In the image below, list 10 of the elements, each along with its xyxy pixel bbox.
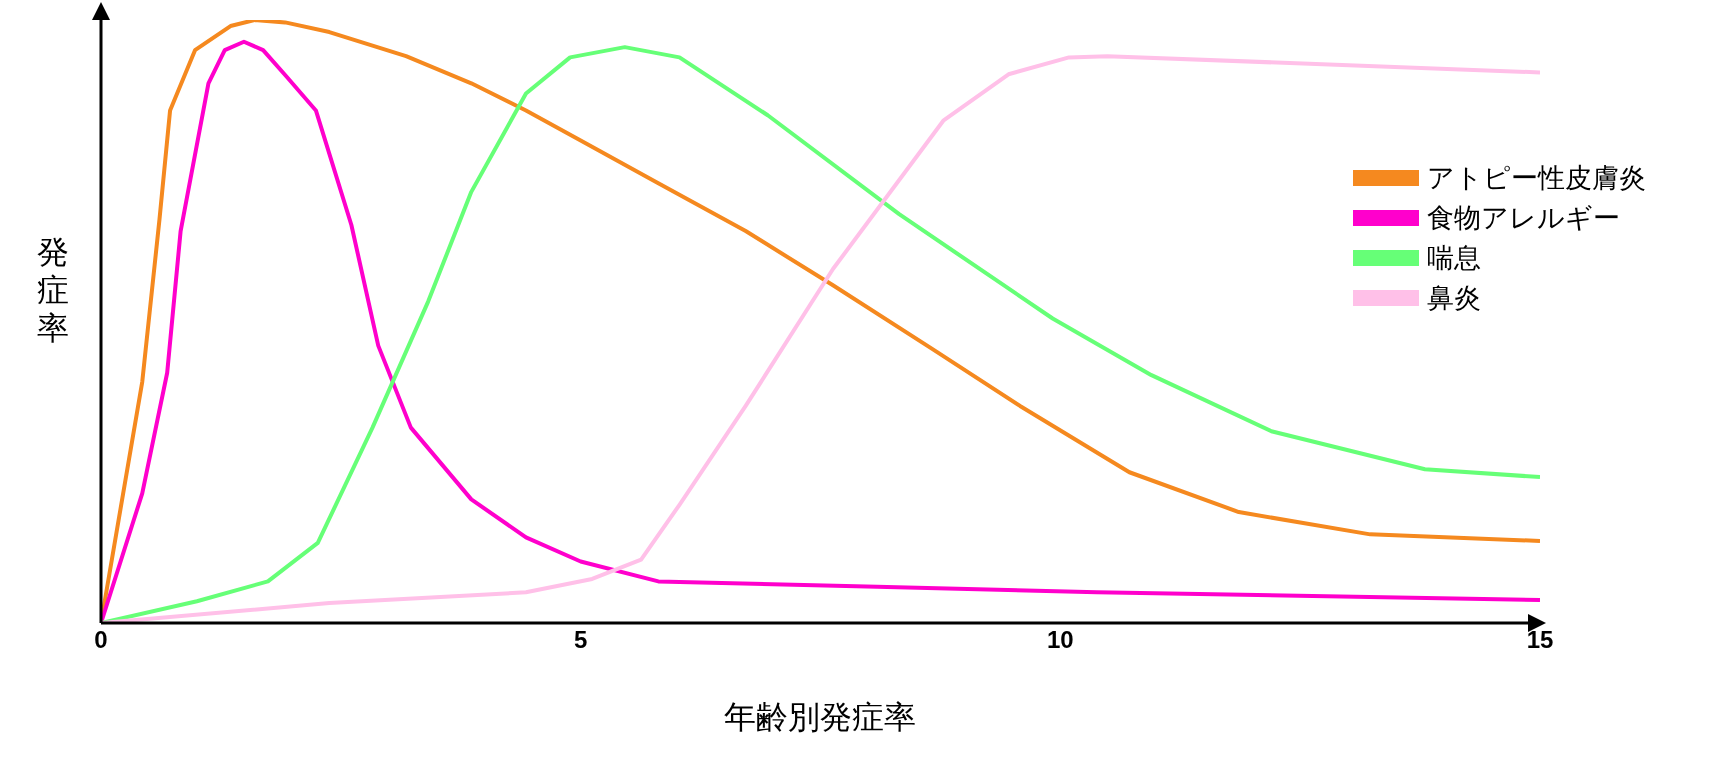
y-axis-title: 発症率 — [36, 233, 70, 347]
legend-label: アトピー性皮膚炎 — [1427, 162, 1646, 195]
legend-label: 喘息 — [1427, 242, 1481, 275]
x-axis-title: 年齢別発症率 — [723, 698, 917, 737]
legend-label: 鼻炎 — [1427, 282, 1481, 315]
legend-label: 食物アレルギー — [1427, 202, 1620, 235]
x-tick-label: 15 — [1526, 626, 1554, 654]
x-tick-label: 5 — [573, 626, 588, 654]
x-tick-label: 10 — [1046, 626, 1074, 654]
x-tick-label: 0 — [94, 626, 108, 654]
